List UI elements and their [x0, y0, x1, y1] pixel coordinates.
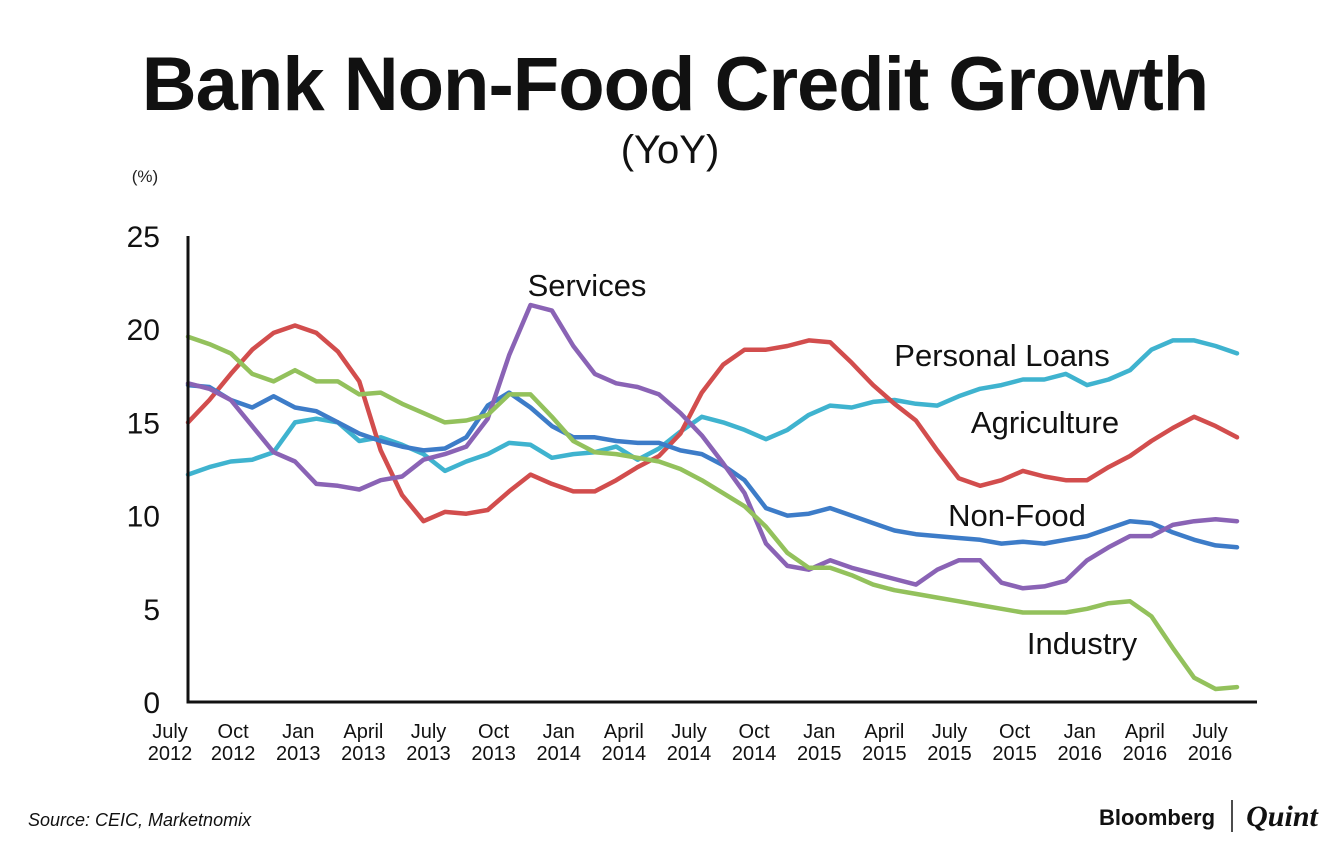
- series-line-personal-loans: [185, 338, 1240, 477]
- x-tick-label: Jan: [282, 721, 314, 743]
- label-industry: Industry: [1027, 626, 1138, 661]
- x-tick-label: April: [343, 721, 383, 743]
- chart-subtitle: (YoY): [621, 128, 720, 172]
- y-axis-tick-labels: 0 5 10 15 20 25: [127, 221, 160, 720]
- x-tick-label: 2014: [602, 743, 647, 765]
- x-tick-label: July: [932, 721, 968, 743]
- label-services: Services: [528, 268, 647, 303]
- series-lines: [185, 302, 1240, 692]
- brand-quint-logo: Quint: [1246, 800, 1319, 833]
- x-tick-label: 2013: [276, 743, 321, 765]
- x-tick-label: 2014: [536, 743, 581, 765]
- x-tick-label: 2014: [732, 743, 777, 765]
- x-tick-label: 2015: [992, 743, 1037, 765]
- label-agriculture: Agriculture: [971, 405, 1119, 440]
- x-tick-label: Jan: [803, 721, 835, 743]
- x-tick-label: 2013: [341, 743, 386, 765]
- series-line-industry: [185, 334, 1240, 692]
- x-tick-label: 2015: [862, 743, 907, 765]
- x-tick-label: July: [152, 721, 188, 743]
- x-tick-label: April: [1125, 721, 1165, 743]
- x-tick-label: 2015: [797, 743, 842, 765]
- y-tick-label: 25: [127, 221, 160, 254]
- x-tick-label: Jan: [543, 721, 575, 743]
- brand-bloomberg-logo: Bloomberg: [1099, 805, 1215, 830]
- x-tick-label: 2013: [471, 743, 516, 765]
- x-tick-label: 2012: [211, 743, 256, 765]
- x-tick-label: Oct: [218, 721, 250, 743]
- y-tick-label: 0: [143, 687, 160, 720]
- y-tick-label: 15: [127, 407, 160, 440]
- x-tick-label: Oct: [478, 721, 510, 743]
- x-tick-label: 2016: [1188, 743, 1233, 765]
- x-tick-label: Oct: [999, 721, 1031, 743]
- x-tick-label: 2014: [667, 743, 712, 765]
- x-tick-label: 2016: [1057, 743, 1102, 765]
- x-tick-label: 2015: [927, 743, 972, 765]
- series-line-non-food: [185, 382, 1240, 550]
- series-line-services: [185, 302, 1240, 591]
- y-axis-unit-label: (%): [132, 167, 158, 186]
- x-axis-tick-labels: July2012Oct2012Jan2013April2013July2013O…: [148, 721, 1232, 765]
- x-tick-label: July: [411, 721, 447, 743]
- chart-title: Bank Non-Food Credit Growth: [142, 42, 1208, 127]
- label-non-food: Non-Food: [948, 498, 1086, 533]
- x-tick-label: 2016: [1123, 743, 1168, 765]
- x-tick-label: Oct: [739, 721, 771, 743]
- x-tick-label: Jan: [1064, 721, 1096, 743]
- label-personal-loans: Personal Loans: [894, 338, 1109, 373]
- x-tick-label: April: [864, 721, 904, 743]
- chart-axes: [186, 236, 1257, 704]
- x-tick-label: April: [604, 721, 644, 743]
- x-tick-label: 2013: [406, 743, 451, 765]
- x-tick-label: July: [671, 721, 707, 743]
- source-note: Source: CEIC, Marketnomix: [28, 810, 252, 830]
- x-tick-label: July: [1192, 721, 1228, 743]
- y-tick-label: 10: [127, 501, 160, 534]
- y-tick-label: 5: [143, 594, 160, 627]
- y-tick-label: 20: [127, 314, 160, 347]
- x-tick-label: 2012: [148, 743, 193, 765]
